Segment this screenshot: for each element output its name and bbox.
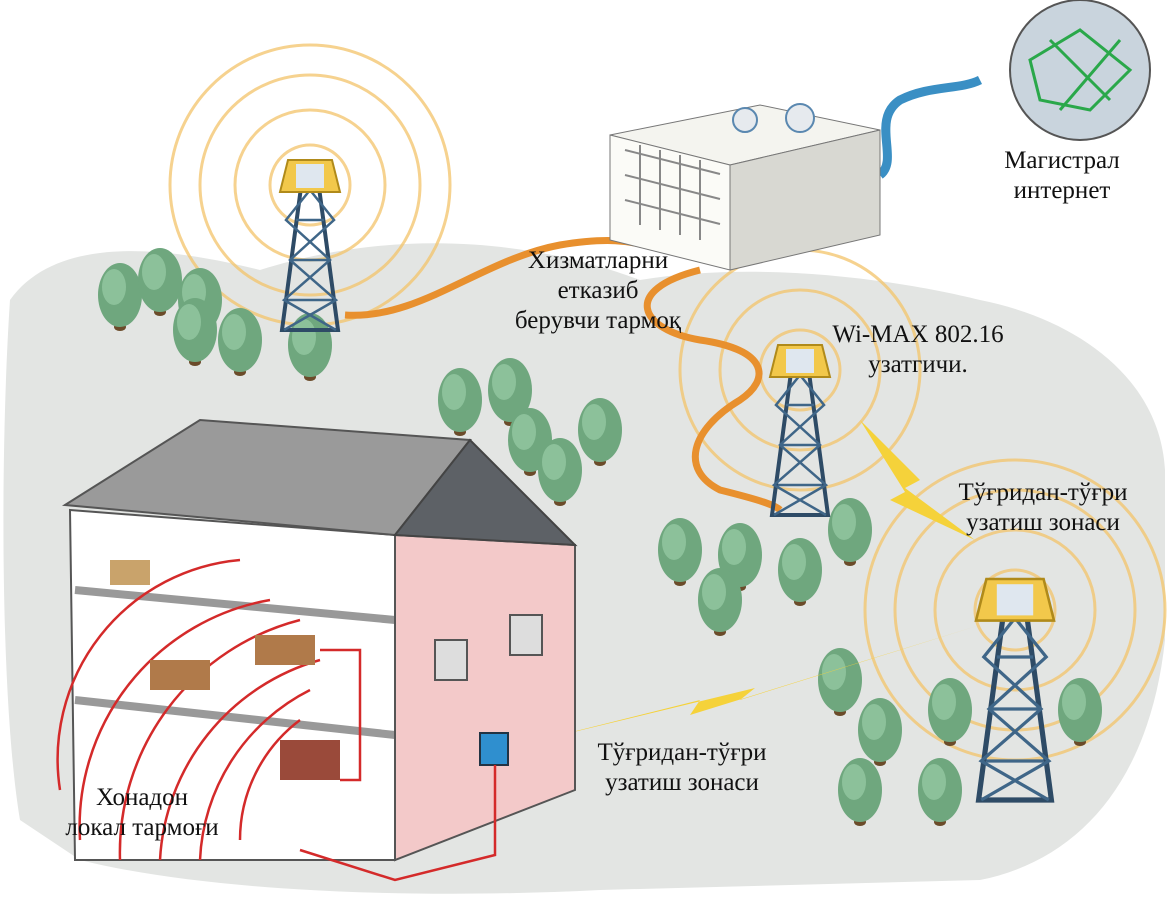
label-line: узатиш зонаси — [966, 509, 1120, 536]
label-line: Хизматларни — [528, 247, 668, 274]
label-line: Магистрал — [1004, 147, 1120, 174]
label-line: Хонадон — [96, 784, 188, 811]
label-line: Тўғридан-тўғри — [598, 739, 767, 766]
backbone-cable — [876, 75, 983, 179]
globe — [1009, 0, 1151, 141]
label-line: интернет — [1014, 177, 1111, 204]
label-line: Wi-MAX 802.16 — [832, 321, 1003, 348]
provider-cable — [644, 266, 783, 513]
lightning — [860, 420, 975, 540]
label-line: узатиш зонаси — [605, 769, 759, 796]
house — [56, 418, 578, 882]
signal-rings — [168, 43, 1167, 762]
label-line: берувчи тармоқ — [515, 307, 682, 334]
label-line: локал тармоғи — [65, 814, 218, 841]
labels: Магистрал интернет Хизматларни етказиб берув… — [65, 147, 1127, 841]
label-line: узатгичи. — [868, 351, 968, 378]
label-line: етказиб — [558, 277, 639, 304]
provider-building — [609, 103, 881, 271]
label-line: Тўғридан-тўғри — [959, 479, 1128, 506]
